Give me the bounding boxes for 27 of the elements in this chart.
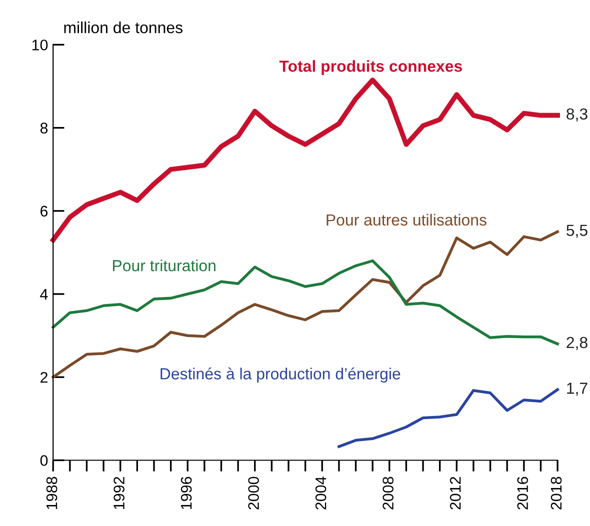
- y-tick-label: 6: [40, 206, 48, 217]
- line-series: [338, 388, 559, 448]
- y-tick-label: 2: [40, 372, 48, 383]
- series-label: Pour trituration: [113, 260, 216, 272]
- series-label: Total produits connexes: [279, 60, 462, 76]
- data-label: 8,3: [566, 108, 588, 122]
- data-label: 5,5: [566, 224, 588, 238]
- x-tick-label: 2018: [550, 476, 562, 510]
- x-tick-label: 1988: [46, 476, 58, 510]
- x-tick-label: 2012: [450, 476, 461, 510]
- x-tick-label: 2008: [382, 476, 394, 510]
- y-tick-label: 10: [32, 40, 48, 50]
- y-axis-title: million de tonnes: [64, 22, 182, 34]
- x-tick-label: 2004: [315, 476, 326, 510]
- y-tick-label: 4: [40, 289, 48, 300]
- text: Destinés à la production d’énergie: [160, 368, 400, 383]
- x-tick-label: 2016: [517, 476, 528, 510]
- data-label: 2,8: [566, 336, 588, 350]
- x-tick-label: 1992: [114, 476, 124, 510]
- y-tick-label: 0: [40, 455, 48, 466]
- x-tick-label: 2000: [248, 476, 259, 510]
- line-series: [50, 78, 560, 242]
- series-label: Pour autres utilisations: [326, 214, 486, 226]
- data-label: 1,7: [567, 382, 588, 396]
- x-tick-label: 1996: [180, 476, 192, 510]
- line-series: [52, 259, 559, 346]
- y-tick-label: 8: [40, 122, 48, 134]
